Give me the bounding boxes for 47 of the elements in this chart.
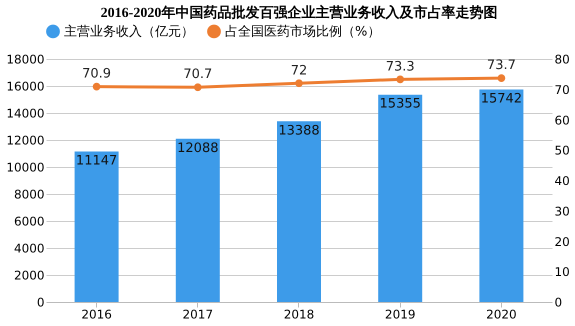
chart-title: 2016-2020年中国药品批发百强企业主营业务收入及市占率走势图 [100,4,498,21]
y2-tick-label: 60 [554,113,570,128]
x-tick-label: 2020 [486,308,517,322]
y2-tick-label: 70 [554,82,570,97]
y-tick-label: 8000 [14,188,44,202]
data-label: 73.3 [386,59,415,74]
x-tick-label: 2018 [284,308,314,322]
point [498,74,506,82]
data-label: 15742 [480,91,522,106]
point [194,83,202,92]
y2-tick-label: 30 [554,204,570,218]
data-label: 70.9 [82,66,112,82]
legend-label: 占全国医药市场比例（%） [225,24,380,40]
data-label: 73.7 [486,58,516,74]
point [295,79,303,88]
y-tick-label: 12000 [6,134,44,148]
y-tick-label: 0 [36,296,44,310]
bar [74,152,119,302]
y2-tick-label: 0 [554,296,562,310]
legend-label: 主营业务收入（亿元） [64,23,194,40]
bar [176,138,220,302]
point [92,82,100,91]
y-tick-label: 10000 [6,160,44,174]
data-label: 11147 [76,154,118,169]
x-tick-label: 2019 [384,308,416,322]
data-label: 70.7 [183,67,212,82]
y-tick-label: 18000 [6,52,44,66]
y2-tick-label: 10 [554,265,570,280]
x-tick-label: 2017 [182,308,214,322]
y2-tick-label: 50 [554,144,570,158]
y-tick-label: 14000 [6,106,44,120]
bar [277,121,321,302]
data-label: 72 [290,63,308,78]
x-tick-label: 2016 [81,308,112,322]
y2-tick-label: 80 [554,52,570,66]
y-tick-label: 16000 [6,80,44,94]
data-label: 12088 [177,140,218,156]
data-label: 13388 [278,123,320,138]
y-tick-label: 4000 [14,242,44,256]
y-tick-label: 6000 [14,214,44,228]
bar [378,94,422,302]
point [396,75,404,84]
bar [479,89,524,302]
data-label: 15355 [380,96,421,112]
y2-tick-label: 20 [554,234,570,249]
y-tick-label: 2000 [14,268,44,282]
y2-tick-label: 40 [554,174,570,188]
